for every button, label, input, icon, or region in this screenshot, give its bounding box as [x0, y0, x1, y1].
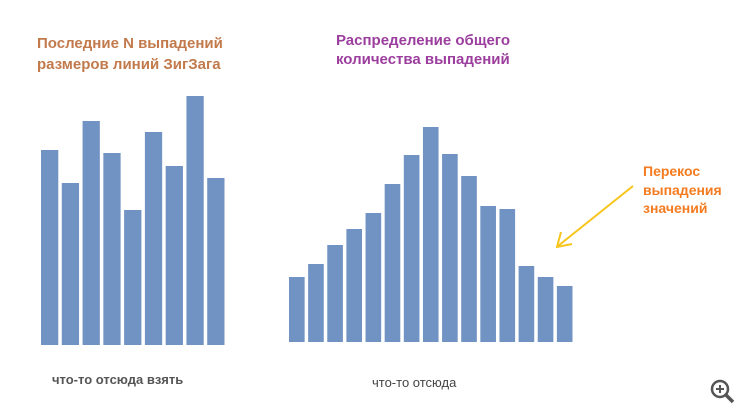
bar [403, 155, 420, 342]
bar [556, 286, 573, 342]
bar [499, 209, 516, 342]
bar [41, 150, 59, 345]
annotation-2: выпадения [643, 182, 722, 198]
bar [365, 213, 382, 342]
bar [327, 245, 343, 342]
left-x-label: что-то отсюда взять [52, 372, 183, 387]
left-title-1: Последние N выпадений [37, 35, 223, 52]
bar [124, 210, 142, 345]
bar [518, 266, 535, 342]
bar [537, 277, 554, 342]
bar [422, 127, 439, 342]
bar [308, 264, 324, 342]
annotation-3: значений [643, 200, 707, 216]
bar [186, 96, 204, 345]
bar [103, 153, 121, 345]
right-title-2: количества выпадений [336, 51, 510, 68]
bar [384, 184, 401, 342]
zoom-icon[interactable] [710, 379, 735, 404]
bar [82, 121, 100, 345]
bar [461, 176, 477, 342]
bar [144, 132, 163, 345]
right-title-1: Распределение общего [336, 32, 510, 49]
bar [480, 206, 496, 342]
bar [61, 183, 80, 345]
bar [165, 166, 183, 345]
arrow [555, 185, 634, 249]
bar [207, 178, 225, 345]
right-x-label: что-то отсюда [372, 375, 457, 390]
left-title-2: размеров линий ЗигЗага [37, 56, 221, 73]
bar [442, 154, 458, 342]
bar [289, 277, 305, 342]
annotation-1: Перекос [643, 163, 700, 179]
bar [346, 229, 363, 342]
